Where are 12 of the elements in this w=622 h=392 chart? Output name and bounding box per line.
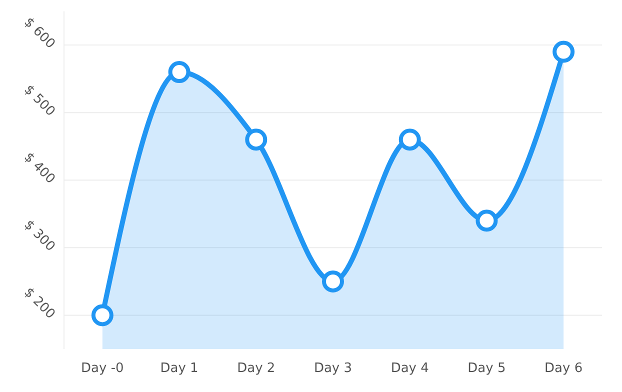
x-tick-label: Day 1	[160, 361, 198, 376]
x-tick-label: Day 4	[390, 361, 429, 376]
y-tick-label: $ 300	[20, 218, 58, 255]
y-tick-label: $ 500	[20, 82, 58, 120]
x-tick-label: Day 6	[544, 361, 583, 376]
y-tick-label: $ 200	[20, 285, 58, 322]
x-tick-label: Day 2	[237, 361, 276, 376]
x-tick-label: Day 3	[314, 361, 352, 376]
y-tick-label: $ 400	[20, 150, 58, 187]
x-tick-label: Day -0	[81, 361, 124, 376]
x-tick-label: Day 5	[468, 361, 506, 376]
y-tick-label: $ 600	[20, 14, 58, 52]
